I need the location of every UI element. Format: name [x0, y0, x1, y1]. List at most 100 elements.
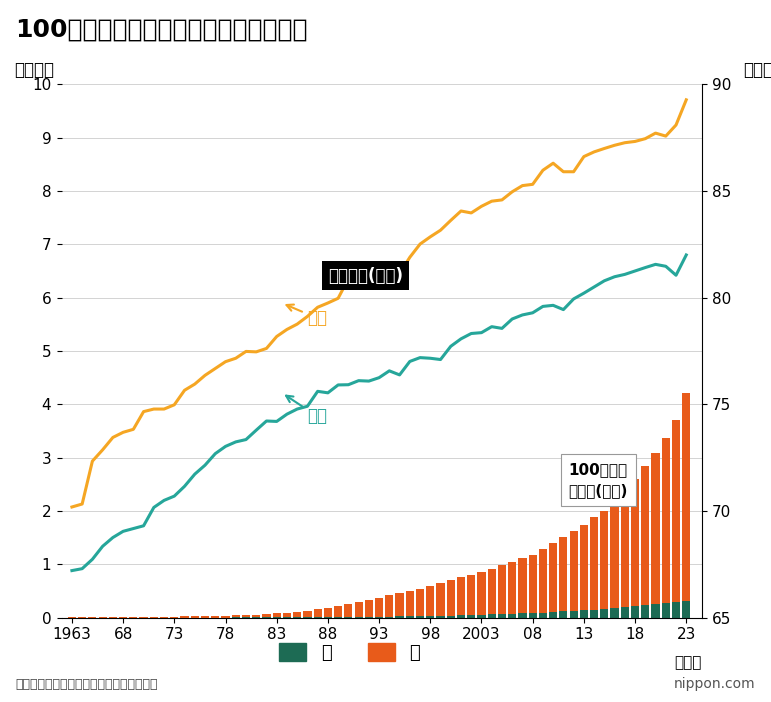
Bar [180, 616, 189, 618]
Bar [334, 607, 342, 617]
Bar [365, 617, 373, 618]
Bar [477, 572, 486, 615]
Bar [375, 598, 383, 616]
Text: nippon.com: nippon.com [674, 677, 756, 691]
Bar [273, 614, 281, 617]
Text: 100歳以上
高齢者(左軸): 100歳以上 高齢者(左軸) [568, 462, 628, 498]
Bar [457, 577, 465, 616]
Bar [160, 616, 168, 618]
Text: （歳）: （歳） [743, 61, 771, 79]
Bar [334, 617, 342, 618]
Bar [682, 601, 690, 618]
Bar [446, 580, 455, 616]
Bar [345, 604, 352, 617]
Bar [580, 524, 588, 610]
Bar [529, 555, 537, 613]
Bar [662, 438, 670, 603]
Bar [621, 491, 629, 607]
Bar [682, 393, 690, 601]
Bar [242, 615, 250, 618]
Bar [406, 616, 414, 618]
Bar [651, 604, 660, 618]
Bar [365, 600, 373, 617]
Bar [518, 559, 527, 614]
Bar [201, 616, 209, 618]
Bar [426, 586, 434, 616]
Bar [283, 613, 291, 617]
Bar [130, 617, 137, 618]
Bar [601, 609, 608, 618]
Bar [508, 562, 517, 614]
Bar [539, 613, 547, 618]
Bar [570, 531, 577, 611]
Bar [641, 605, 649, 618]
Bar [396, 616, 404, 618]
Bar [559, 536, 567, 611]
Bar [621, 607, 629, 618]
Text: 平均寿命(右軸): 平均寿命(右軸) [328, 267, 403, 284]
Bar [672, 420, 680, 602]
Bar [426, 616, 434, 618]
Bar [386, 616, 393, 618]
Bar [375, 616, 383, 618]
Bar [518, 614, 527, 618]
Bar [549, 612, 557, 618]
Bar [641, 466, 649, 605]
Text: （万人）: （万人） [14, 61, 54, 79]
Bar [611, 608, 618, 618]
Bar [406, 591, 414, 616]
Bar [498, 614, 506, 618]
Bar [211, 616, 220, 618]
Bar [150, 617, 158, 618]
Bar [314, 609, 322, 617]
Text: 女性: 女性 [287, 305, 328, 327]
Bar [355, 617, 362, 618]
Bar [672, 602, 680, 618]
Legend: 男, 女: 男, 女 [279, 643, 420, 662]
Bar [570, 611, 577, 618]
Bar [436, 583, 445, 616]
Bar [539, 549, 547, 613]
Bar [324, 608, 332, 617]
Bar [446, 616, 455, 618]
Bar [345, 617, 352, 618]
Bar [631, 479, 639, 607]
Bar [140, 617, 148, 618]
Bar [303, 611, 311, 617]
Bar [590, 517, 598, 609]
Bar [580, 610, 588, 618]
Bar [467, 574, 476, 615]
Bar [221, 616, 230, 618]
Bar [651, 453, 660, 604]
Bar [436, 616, 445, 618]
Bar [416, 616, 424, 618]
Bar [498, 565, 506, 614]
Bar [601, 510, 608, 609]
Bar [416, 589, 424, 616]
Bar [662, 603, 670, 618]
Bar [262, 614, 271, 617]
Bar [529, 613, 537, 618]
Bar [355, 602, 362, 617]
Bar [611, 501, 618, 608]
Bar [549, 543, 557, 612]
Text: 厚生労働省発表のデータを基に編集部作成: 厚生労働省発表のデータを基に編集部作成 [15, 678, 158, 691]
Text: （年）: （年） [674, 655, 702, 670]
Bar [396, 593, 404, 616]
Bar [467, 615, 476, 618]
Bar [386, 595, 393, 616]
Bar [590, 609, 598, 618]
Text: 男性: 男性 [286, 396, 328, 425]
Bar [487, 614, 496, 618]
Bar [457, 616, 465, 618]
Bar [231, 616, 240, 618]
Bar [252, 614, 261, 618]
Bar [559, 611, 567, 618]
Text: 100歳以上の高齢者数と平均寿命の推移: 100歳以上の高齢者数と平均寿命の推移 [15, 18, 308, 41]
Bar [170, 616, 178, 618]
Bar [631, 607, 639, 618]
Bar [190, 616, 199, 618]
Bar [293, 611, 301, 617]
Bar [508, 614, 517, 618]
Bar [477, 615, 486, 618]
